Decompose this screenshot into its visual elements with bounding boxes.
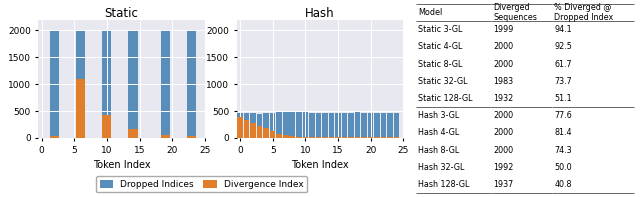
Bar (303, 137, 308, 138)
Bar (329, 113, 334, 138)
Bar (129, 129, 138, 138)
Bar (289, 136, 295, 138)
Bar (296, 112, 301, 138)
Bar (270, 113, 275, 138)
Bar (303, 112, 308, 138)
Bar (187, 31, 196, 138)
Bar (264, 128, 269, 138)
Bar (355, 112, 360, 138)
Bar (244, 120, 250, 138)
Bar (257, 114, 262, 138)
Bar (335, 113, 340, 138)
Bar (387, 113, 393, 138)
Bar (322, 113, 328, 138)
Bar (250, 123, 256, 138)
Bar (276, 112, 282, 138)
Bar (161, 135, 170, 138)
Bar (283, 135, 289, 138)
Bar (296, 137, 301, 138)
Bar (264, 113, 269, 138)
Title: Hash: Hash (305, 7, 335, 20)
Bar (368, 113, 373, 138)
Bar (289, 112, 295, 138)
Bar (257, 126, 262, 138)
Bar (161, 31, 170, 138)
Bar (270, 131, 275, 138)
Bar (283, 112, 289, 138)
Y-axis label: Count: Count (0, 64, 2, 93)
Bar (361, 113, 367, 138)
X-axis label: Token Index: Token Index (291, 160, 349, 170)
Bar (309, 137, 315, 138)
Bar (76, 31, 85, 138)
Bar (309, 113, 315, 138)
Bar (237, 113, 243, 138)
Bar (374, 113, 380, 138)
Title: Static: Static (105, 7, 138, 20)
Bar (381, 113, 387, 138)
Bar (394, 113, 399, 138)
X-axis label: Token Index: Token Index (93, 160, 150, 170)
Bar (187, 136, 196, 138)
Bar (276, 134, 282, 138)
Bar (76, 79, 85, 138)
Bar (237, 117, 243, 138)
Legend: Dropped Indices, Divergence Index: Dropped Indices, Divergence Index (96, 176, 307, 192)
Bar (342, 113, 348, 138)
Bar (102, 31, 111, 138)
Bar (50, 136, 60, 138)
Bar (348, 113, 354, 138)
Bar (316, 137, 321, 138)
Bar (129, 31, 138, 138)
Bar (250, 113, 256, 138)
Bar (50, 31, 60, 138)
Bar (316, 113, 321, 138)
Bar (244, 113, 250, 138)
Bar (102, 115, 111, 138)
